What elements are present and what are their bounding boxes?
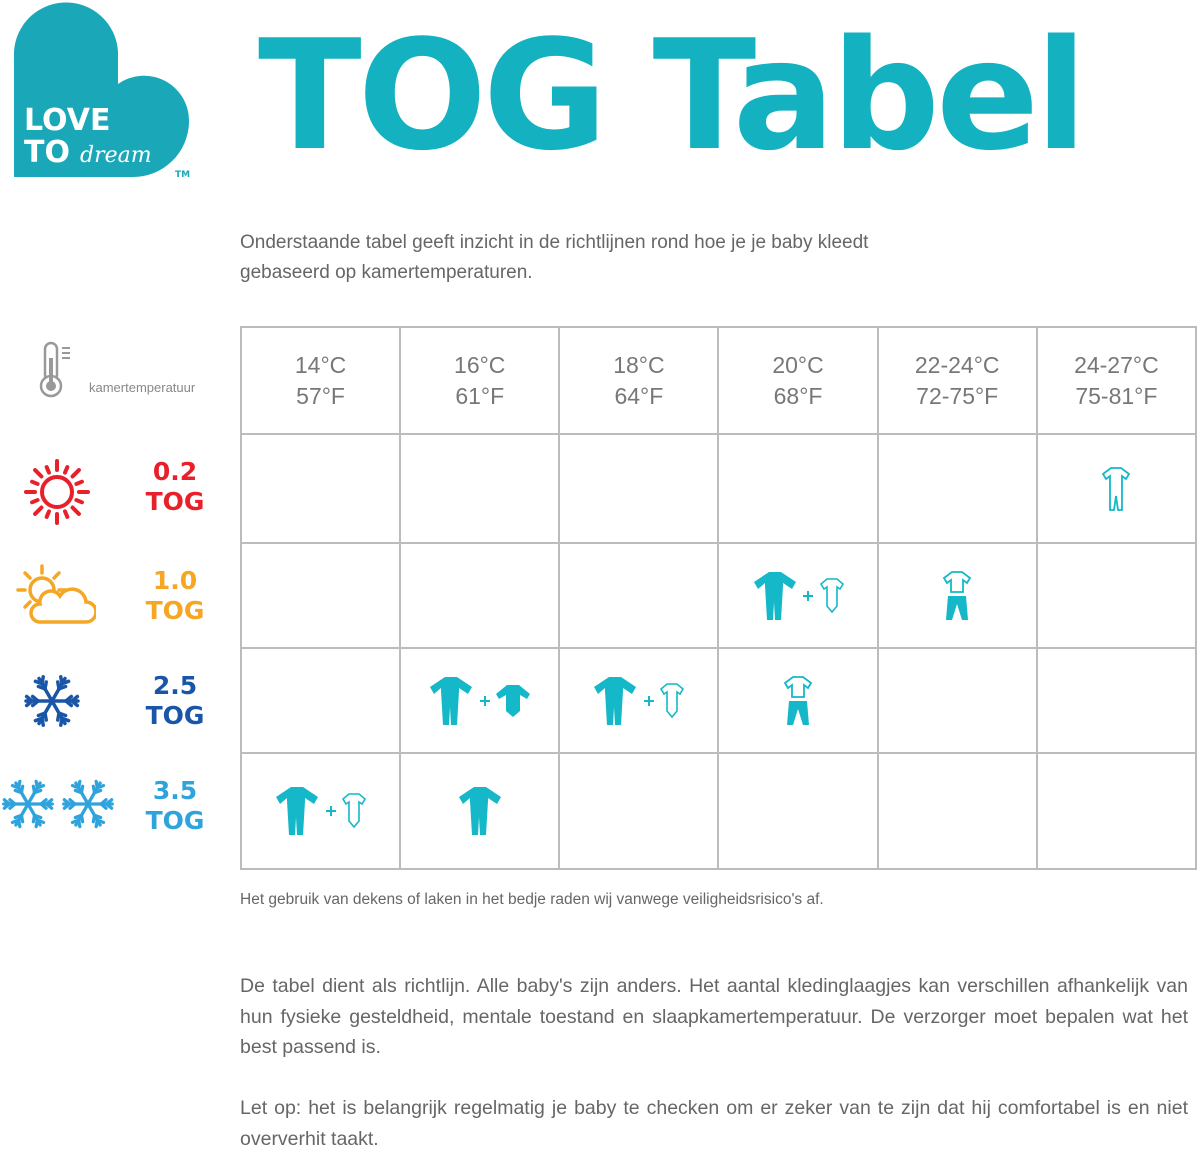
plus-icon <box>643 692 655 709</box>
bodysuit-outline-icon <box>659 682 685 718</box>
clothing-cell <box>1035 647 1198 754</box>
room-temperature-label: kamertemperatuur <box>89 380 196 395</box>
guideline-paragraph: De tabel dient als richtlijn. Alle baby'… <box>240 975 1188 1058</box>
clothing-cell <box>239 647 402 754</box>
clothing-cell <box>399 542 561 649</box>
bodysuit-outline-icon <box>819 577 845 613</box>
celsius: 24-27°C <box>1074 351 1159 378</box>
svg-text:TO: TO <box>24 135 70 170</box>
clothing-cell <box>239 542 402 649</box>
tog-row <box>239 647 1198 754</box>
tshirt-pants-icon <box>783 675 813 725</box>
plus-icon <box>802 587 814 604</box>
tog-label-1.0: 1.0 TOG <box>0 542 230 647</box>
sleepsuit-icon <box>752 571 798 620</box>
clothing-cell <box>1035 542 1198 649</box>
fahrenheit: 64°F <box>614 382 664 409</box>
tog-unit: TOG <box>145 487 205 516</box>
clothing-cell <box>239 752 402 870</box>
clothing-cell <box>1035 752 1198 870</box>
tog-value: 0.2 <box>152 457 198 486</box>
clothing-cell <box>876 542 1038 649</box>
plus-icon <box>325 802 337 819</box>
clothing-cell <box>558 752 720 870</box>
tog-row <box>239 433 1198 544</box>
sleepsuit-icon <box>428 676 474 725</box>
clothing-cell <box>399 647 561 754</box>
celsius: 14°C <box>294 351 347 378</box>
temperature-header: 14°C 57°F <box>239 326 402 435</box>
thermometer-icon <box>36 340 78 405</box>
temperature-header: 16°C 61°F <box>399 326 561 435</box>
fahrenheit: 68°F <box>773 382 823 409</box>
love-to-dream-logo: LOVE TO dream TM <box>13 2 190 180</box>
clothing-cell <box>876 647 1038 754</box>
tog-row <box>239 752 1198 870</box>
intro-text: Onderstaande tabel geeft inzicht in de r… <box>240 232 869 283</box>
fahrenheit: 75-81°F <box>1075 382 1158 409</box>
tog-value: 3.5 <box>152 776 198 805</box>
clothing-cell <box>876 752 1038 870</box>
celsius: 18°C <box>613 351 665 378</box>
sun-cloud-icon <box>14 564 96 628</box>
plus-icon <box>479 692 491 709</box>
tog-unit: TOG <box>145 806 205 835</box>
tog-label-2.5: 2.5 TOG <box>0 647 230 752</box>
tog-value: 1.0 <box>152 566 198 595</box>
fahrenheit: 61°F <box>455 382 505 409</box>
fahrenheit: 57°F <box>296 382 345 409</box>
svg-text:dream: dream <box>80 143 152 168</box>
tog-row <box>239 542 1198 649</box>
clothing-cell <box>717 542 879 649</box>
celsius: 16°C <box>454 351 506 378</box>
celsius: 22-24°C <box>914 351 1000 378</box>
clothing-cell <box>558 647 720 754</box>
romper-outline-icon <box>1101 466 1131 511</box>
temperature-header: 22-24°C 72-75°F <box>876 326 1038 435</box>
svg-text:TM: TM <box>175 170 190 180</box>
svg-text:LOVE: LOVE <box>24 103 110 138</box>
tog-label-0.2: 0.2 TOG <box>0 433 230 538</box>
bodysuit-long-filled-icon <box>495 684 531 717</box>
clothing-cell <box>558 542 720 649</box>
clothing-cell <box>399 433 561 544</box>
bodysuit-outline-icon <box>341 793 367 829</box>
snowflake-icon <box>22 671 82 731</box>
clothing-cell <box>558 433 720 544</box>
sleepsuit-icon <box>592 676 638 725</box>
clothing-cell <box>239 433 402 544</box>
celsius: 20°C <box>772 351 824 378</box>
safety-note: Het gebruik van dekens of laken in het b… <box>240 891 824 908</box>
clothing-cell <box>717 647 879 754</box>
sleepsuit-icon <box>274 787 320 835</box>
warning-paragraph: Let op: het is belangrijk regelmatig je … <box>240 1097 1188 1150</box>
sleepsuit-icon <box>457 787 503 835</box>
temperature-header: 24-27°C 75-81°F <box>1035 326 1198 435</box>
clothing-cell <box>717 752 879 870</box>
tog-table: 14°C 57°F 16°C 61°F 18°C 64°F 20°C 68°F 22-24°C 7… <box>239 326 1198 870</box>
double-snowflake-icon <box>0 776 116 832</box>
clothing-cell <box>399 752 561 870</box>
temperature-header: 20°C 68°F <box>717 326 879 435</box>
clothing-cell <box>1035 433 1198 544</box>
clothing-cell <box>876 433 1038 544</box>
tog-unit: TOG <box>145 701 205 730</box>
clothing-cell <box>717 433 879 544</box>
tog-label-3.5: 3.5 TOG <box>0 752 230 857</box>
page-title: TOG Tabel <box>258 7 1087 184</box>
tog-unit: TOG <box>145 596 205 625</box>
sun-icon <box>22 457 92 527</box>
tshirt-pants-icon <box>942 570 972 620</box>
fahrenheit: 72-75°F <box>916 382 999 409</box>
tog-value: 2.5 <box>152 671 198 700</box>
temperature-header: 18°C 64°F <box>558 326 720 435</box>
